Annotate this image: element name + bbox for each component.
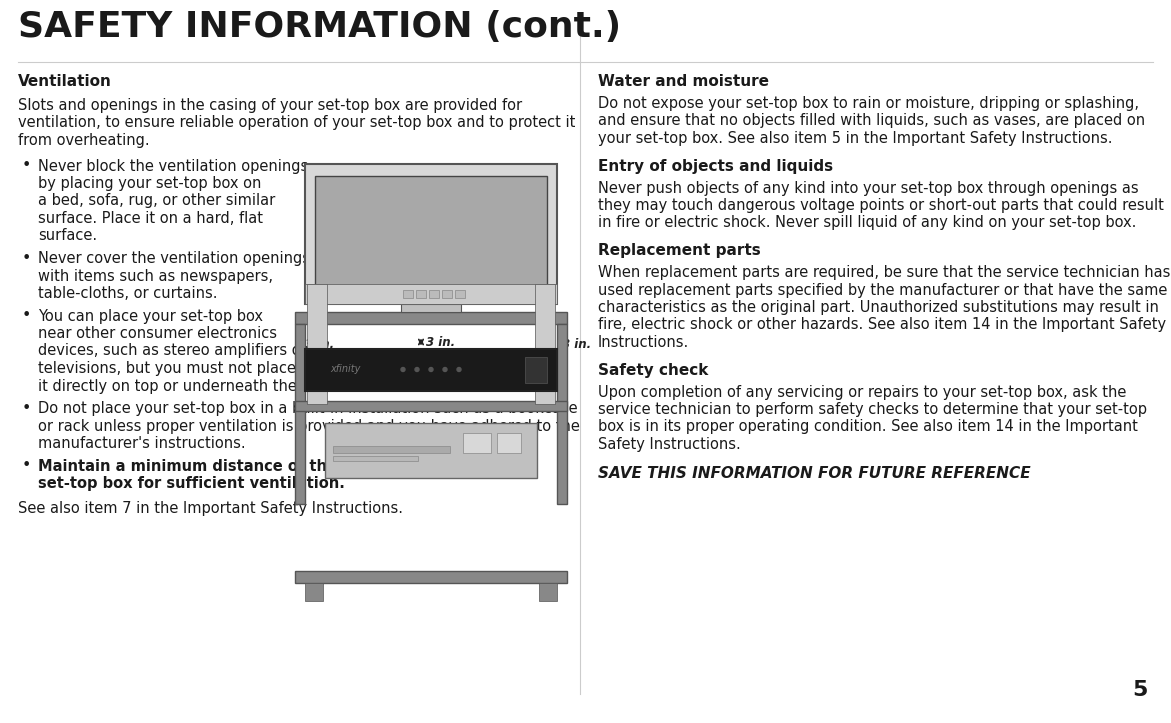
Text: SAFETY INFORMATION (cont.): SAFETY INFORMATION (cont.) (18, 10, 621, 44)
Text: Maintain a minimum distance of three inches around your: Maintain a minimum distance of three inc… (37, 458, 519, 474)
Bar (497, 432, 521, 453)
Text: table-cloths, or curtains.: table-cloths, or curtains. (37, 286, 218, 301)
Circle shape (457, 367, 461, 372)
Text: it directly on top or underneath them.: it directly on top or underneath them. (37, 379, 316, 393)
Text: •: • (22, 309, 32, 323)
Bar (304, 583, 323, 601)
Text: Water and moisture: Water and moisture (598, 74, 769, 89)
Bar (307, 283, 327, 403)
Bar (315, 176, 547, 286)
Bar (416, 289, 426, 297)
Text: 3 in.: 3 in. (426, 335, 456, 348)
Bar (525, 356, 547, 382)
Bar (441, 289, 452, 297)
Bar (326, 422, 537, 477)
Text: Never cover the ventilation openings: Never cover the ventilation openings (37, 251, 310, 266)
Text: box is in its proper operating condition. See also item 14 in the Important: box is in its proper operating condition… (598, 419, 1138, 435)
Bar (557, 323, 567, 503)
Text: Do not expose your set-top box to rain or moisture, dripping or splashing,: Do not expose your set-top box to rain o… (598, 96, 1139, 111)
Text: Replacement parts: Replacement parts (598, 243, 761, 258)
Text: Safety check: Safety check (598, 362, 708, 377)
Text: surface.: surface. (37, 228, 97, 244)
Bar (400, 304, 461, 312)
Text: near other consumer electronics: near other consumer electronics (37, 326, 278, 341)
Bar (463, 432, 491, 453)
Text: with items such as newspapers,: with items such as newspapers, (37, 268, 273, 283)
Text: televisions, but you must not place: televisions, but you must not place (37, 361, 296, 376)
Text: Slots and openings in the casing of your set-top box are provided for: Slots and openings in the casing of your… (18, 98, 522, 113)
Text: service technician to perform safety checks to determine that your set-top: service technician to perform safety che… (598, 402, 1148, 417)
Bar (295, 401, 567, 411)
Bar (295, 570, 567, 583)
Text: •: • (22, 158, 32, 174)
Text: from overheating.: from overheating. (18, 133, 150, 148)
Text: and ensure that no objects filled with liquids, such as vases, are placed on: and ensure that no objects filled with l… (598, 114, 1145, 129)
Circle shape (443, 367, 447, 372)
Text: in fire or electric shock. Never spill liquid of any kind on your set-top box.: in fire or electric shock. Never spill l… (598, 215, 1136, 231)
Bar (295, 323, 304, 503)
Text: your set-top box. See also item 5 in the Important Safety Instructions.: your set-top box. See also item 5 in the… (598, 131, 1112, 146)
Text: Upon completion of any servicing or repairs to your set-top box, ask the: Upon completion of any servicing or repa… (598, 385, 1127, 400)
Circle shape (415, 367, 419, 372)
Text: •: • (22, 458, 32, 474)
Circle shape (429, 367, 433, 372)
Text: a bed, sofa, rug, or other similar: a bed, sofa, rug, or other similar (37, 194, 275, 208)
Text: You can place your set-top box: You can place your set-top box (37, 309, 263, 323)
Bar (333, 445, 450, 453)
Circle shape (400, 367, 405, 372)
Bar (456, 289, 465, 297)
Text: characteristics as the original part. Unauthorized substitutions may result in: characteristics as the original part. Un… (598, 300, 1159, 315)
Text: manufacturer's instructions.: manufacturer's instructions. (37, 436, 246, 451)
Text: 3 in.: 3 in. (562, 338, 591, 351)
Text: devices, such as stereo amplifiers or: devices, such as stereo amplifiers or (37, 343, 307, 359)
Bar (429, 289, 439, 297)
Text: Safety Instructions.: Safety Instructions. (598, 437, 741, 452)
Text: Do not place your set-top box in a built-in installation such as a bookcase: Do not place your set-top box in a built… (37, 401, 577, 416)
Text: or rack unless proper ventilation is provided and you have adhered to the: or rack unless proper ventilation is pro… (37, 419, 580, 434)
Bar (333, 455, 418, 461)
Text: fire, electric shock or other hazards. See also item 14 in the Important Safety: fire, electric shock or other hazards. S… (598, 317, 1166, 333)
Text: set-top box for sufficient ventilation.: set-top box for sufficient ventilation. (37, 476, 345, 491)
Text: used replacement parts specified by the manufacturer or that have the same: used replacement parts specified by the … (598, 283, 1167, 297)
Bar (304, 283, 557, 304)
Bar (295, 312, 567, 323)
Text: SAVE THIS INFORMATION FOR FUTURE REFERENCE: SAVE THIS INFORMATION FOR FUTURE REFEREN… (598, 466, 1030, 482)
Text: xfinity: xfinity (330, 364, 361, 375)
Text: Entry of objects and liquids: Entry of objects and liquids (598, 158, 833, 174)
Bar (403, 289, 413, 297)
Text: by placing your set-top box on: by placing your set-top box on (37, 176, 261, 191)
Text: 5: 5 (1132, 680, 1148, 700)
Text: they may touch dangerous voltage points or short-out parts that could result: they may touch dangerous voltage points … (598, 198, 1164, 213)
Text: •: • (22, 401, 32, 416)
Text: Never block the ventilation openings: Never block the ventilation openings (37, 158, 308, 174)
Bar (304, 348, 557, 390)
Text: When replacement parts are required, be sure that the service technician has: When replacement parts are required, be … (598, 265, 1170, 280)
Text: •: • (22, 251, 32, 266)
Text: See also item 7 in the Important Safety Instructions.: See also item 7 in the Important Safety … (18, 500, 403, 515)
Text: Never push objects of any kind into your set-top box through openings as: Never push objects of any kind into your… (598, 181, 1138, 195)
Text: Ventilation: Ventilation (18, 74, 112, 89)
Bar (539, 583, 557, 601)
Bar (304, 163, 557, 304)
Bar (535, 283, 555, 403)
Text: 3 in.: 3 in. (304, 338, 334, 351)
Text: ventilation, to ensure reliable operation of your set-top box and to protect it: ventilation, to ensure reliable operatio… (18, 116, 575, 130)
Text: surface. Place it on a hard, flat: surface. Place it on a hard, flat (37, 211, 263, 226)
Text: Instructions.: Instructions. (598, 335, 690, 350)
